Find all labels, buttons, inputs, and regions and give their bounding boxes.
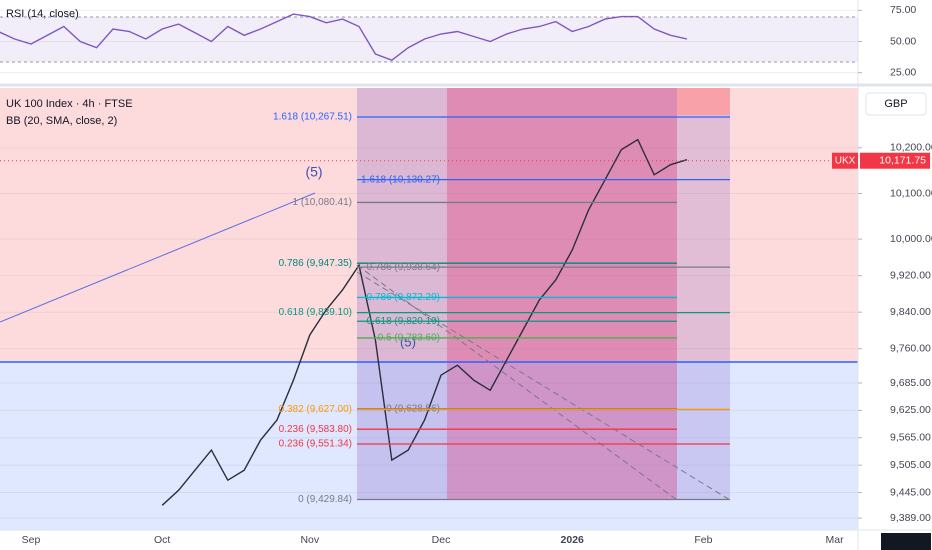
symbol-tag xyxy=(832,152,858,169)
projection-box-top xyxy=(677,88,730,115)
y-tick-label: 10,200.00 xyxy=(890,142,932,154)
y-tick-label: 9,760.00 xyxy=(890,343,931,355)
x-tick-label: 2026 xyxy=(561,534,585,546)
zone-lower xyxy=(0,362,858,530)
chart-subtitle: BB (20, SMA, close, 2) xyxy=(6,115,117,127)
wave-label: (5) xyxy=(305,164,322,180)
range-box xyxy=(357,88,677,500)
symbol-label: UKX xyxy=(835,155,856,166)
projection-box xyxy=(677,115,730,500)
y-tick-label: 9,840.00 xyxy=(890,306,931,318)
fib-label: 0 (9,429.84) xyxy=(298,494,352,505)
price-panel: (5) (5) UK 100 Index · 4h · FTSE BB (20,… xyxy=(0,88,858,530)
y-tick-label: 9,565.00 xyxy=(890,432,931,444)
y-tick-label: 75.00 xyxy=(890,4,916,16)
settings-corner[interactable] xyxy=(881,533,931,550)
fib-label: 0.786 (9,938.64) xyxy=(367,262,440,273)
rsi-title: RSI (14, close) xyxy=(6,8,79,20)
fib-label: 1.618 (10,130.27) xyxy=(361,174,440,185)
dashed-line xyxy=(356,264,678,501)
fib-label: 0.786 (9,872.29) xyxy=(367,292,440,303)
y-tick-label: 9,505.00 xyxy=(890,459,931,471)
range-box-inner xyxy=(447,88,677,500)
last-price-tag xyxy=(860,152,930,169)
y-tick-label: 50.00 xyxy=(890,35,916,47)
y-tick-label: 9,685.00 xyxy=(890,377,931,389)
x-tick-label: Feb xyxy=(694,534,712,546)
rsi-panel: RSI (14, close) xyxy=(0,8,858,74)
fib-label: 0.236 (9,583.80) xyxy=(279,424,352,435)
fib-label: 0.618 (9,820.19) xyxy=(367,316,440,327)
y-tick-label: 9,625.00 xyxy=(890,404,931,416)
x-tick-label: Dec xyxy=(432,534,451,546)
fib-label: 0.382 (9,627.00) xyxy=(279,404,352,415)
fib-label: 0.618 (9,839.10) xyxy=(279,307,352,318)
y-tick-label: 9,920.00 xyxy=(890,269,931,281)
currency-button[interactable] xyxy=(865,92,927,116)
currency[interactable]: GBP xyxy=(884,98,907,110)
trend-line xyxy=(0,192,316,323)
y-tick-label: 10,100.00 xyxy=(890,187,932,199)
fib-label: 1.618 (10,267.51) xyxy=(273,112,352,123)
chart-title: UK 100 Index · 4h · FTSE xyxy=(6,98,133,110)
y-tick-label: 9,389.00 xyxy=(890,512,931,524)
y-tick-label: 25.00 xyxy=(890,66,916,78)
fib-label: 0.236 (9,551.34) xyxy=(279,439,352,450)
rsi-line xyxy=(0,13,688,61)
x-tick-label: Oct xyxy=(154,534,170,546)
dashed-line xyxy=(356,271,731,501)
fib-label: 1 (10,080.41) xyxy=(293,197,353,208)
fib-label: 0.5 (9,783.60) xyxy=(378,333,440,344)
x-tick-label: Sep xyxy=(22,534,41,546)
price-line xyxy=(161,138,688,506)
y-tick-label: 9,445.00 xyxy=(890,486,931,498)
rsi-band xyxy=(0,17,858,62)
last-price-label: 10,171.75 xyxy=(879,154,926,166)
x-tick-label: Nov xyxy=(300,534,319,546)
fib-label: 0.786 (9,947.35) xyxy=(279,258,352,269)
y-tick-label: 10,000.00 xyxy=(890,233,932,245)
x-tick-label: Mar xyxy=(826,534,845,546)
